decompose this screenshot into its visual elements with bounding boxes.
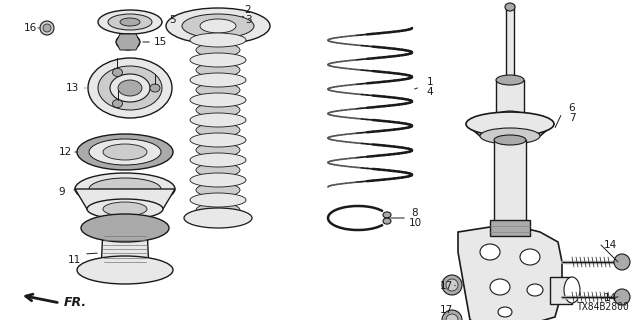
Ellipse shape (182, 14, 254, 38)
Ellipse shape (442, 310, 462, 320)
Ellipse shape (190, 113, 246, 127)
Text: 17: 17 (440, 281, 452, 291)
Ellipse shape (113, 100, 122, 108)
Ellipse shape (490, 279, 510, 295)
Ellipse shape (496, 111, 524, 121)
Ellipse shape (383, 218, 391, 224)
Text: 4: 4 (427, 87, 433, 97)
Text: FR.: FR. (64, 297, 87, 309)
Bar (506, 5, 514, 80)
Ellipse shape (196, 43, 240, 57)
Ellipse shape (110, 74, 150, 102)
Ellipse shape (77, 134, 173, 170)
Ellipse shape (150, 84, 160, 92)
Ellipse shape (196, 123, 240, 137)
Ellipse shape (614, 254, 630, 270)
Ellipse shape (446, 314, 458, 320)
Text: 3: 3 (244, 15, 252, 25)
Ellipse shape (494, 223, 526, 233)
Text: 2: 2 (244, 5, 252, 15)
Ellipse shape (200, 19, 236, 33)
Ellipse shape (446, 279, 458, 291)
Bar (490, 220, 530, 236)
Ellipse shape (190, 93, 246, 107)
Ellipse shape (190, 173, 246, 187)
Ellipse shape (466, 112, 554, 136)
Ellipse shape (496, 75, 524, 85)
Ellipse shape (75, 173, 175, 205)
Text: 10: 10 (408, 218, 422, 228)
Ellipse shape (494, 135, 526, 145)
Text: 15: 15 (154, 37, 166, 47)
Bar (494, 140, 526, 228)
Ellipse shape (77, 256, 173, 284)
Ellipse shape (480, 244, 500, 260)
Ellipse shape (166, 8, 270, 44)
Ellipse shape (527, 284, 543, 296)
Ellipse shape (564, 277, 580, 303)
Text: 14: 14 (604, 293, 616, 303)
Text: 17: 17 (440, 305, 452, 315)
Ellipse shape (98, 10, 162, 34)
Bar (496, 80, 524, 116)
Ellipse shape (89, 178, 161, 200)
Ellipse shape (190, 153, 246, 167)
Ellipse shape (196, 163, 240, 177)
Text: 7: 7 (569, 113, 575, 123)
Text: 6: 6 (569, 103, 575, 113)
Ellipse shape (113, 68, 122, 76)
Ellipse shape (184, 208, 252, 228)
Ellipse shape (190, 133, 246, 147)
Ellipse shape (118, 80, 142, 96)
Ellipse shape (116, 34, 140, 50)
Ellipse shape (122, 38, 134, 46)
Ellipse shape (89, 139, 161, 165)
Polygon shape (550, 277, 572, 304)
Ellipse shape (190, 53, 246, 67)
Ellipse shape (480, 128, 540, 144)
Ellipse shape (88, 58, 172, 118)
Polygon shape (458, 227, 562, 320)
Ellipse shape (98, 66, 162, 110)
Text: 16: 16 (24, 23, 36, 33)
Ellipse shape (87, 199, 163, 219)
Ellipse shape (196, 103, 240, 117)
Ellipse shape (81, 214, 169, 242)
Text: 11: 11 (67, 255, 81, 265)
Ellipse shape (108, 14, 152, 30)
Ellipse shape (498, 307, 512, 317)
Text: 9: 9 (59, 187, 65, 197)
Ellipse shape (103, 202, 147, 216)
Ellipse shape (442, 275, 462, 295)
Text: 5: 5 (169, 15, 175, 25)
Ellipse shape (196, 143, 240, 157)
Polygon shape (75, 189, 175, 209)
Ellipse shape (103, 144, 147, 160)
Text: 8: 8 (412, 208, 419, 218)
Ellipse shape (120, 18, 140, 26)
Polygon shape (466, 124, 554, 136)
Ellipse shape (190, 33, 246, 47)
Ellipse shape (520, 249, 540, 265)
Text: TX84B2800: TX84B2800 (577, 302, 630, 312)
Ellipse shape (196, 203, 240, 217)
Ellipse shape (43, 24, 51, 32)
Ellipse shape (505, 3, 515, 11)
Text: 13: 13 (65, 83, 79, 93)
Text: 12: 12 (58, 147, 72, 157)
Ellipse shape (383, 212, 391, 218)
Ellipse shape (190, 193, 246, 207)
Polygon shape (116, 34, 140, 50)
Ellipse shape (614, 289, 630, 305)
Text: 14: 14 (604, 240, 616, 250)
Ellipse shape (196, 183, 240, 197)
Ellipse shape (190, 73, 246, 87)
Text: 1: 1 (427, 77, 433, 87)
Ellipse shape (196, 83, 240, 97)
Ellipse shape (196, 63, 240, 77)
Polygon shape (101, 228, 149, 270)
Ellipse shape (40, 21, 54, 35)
